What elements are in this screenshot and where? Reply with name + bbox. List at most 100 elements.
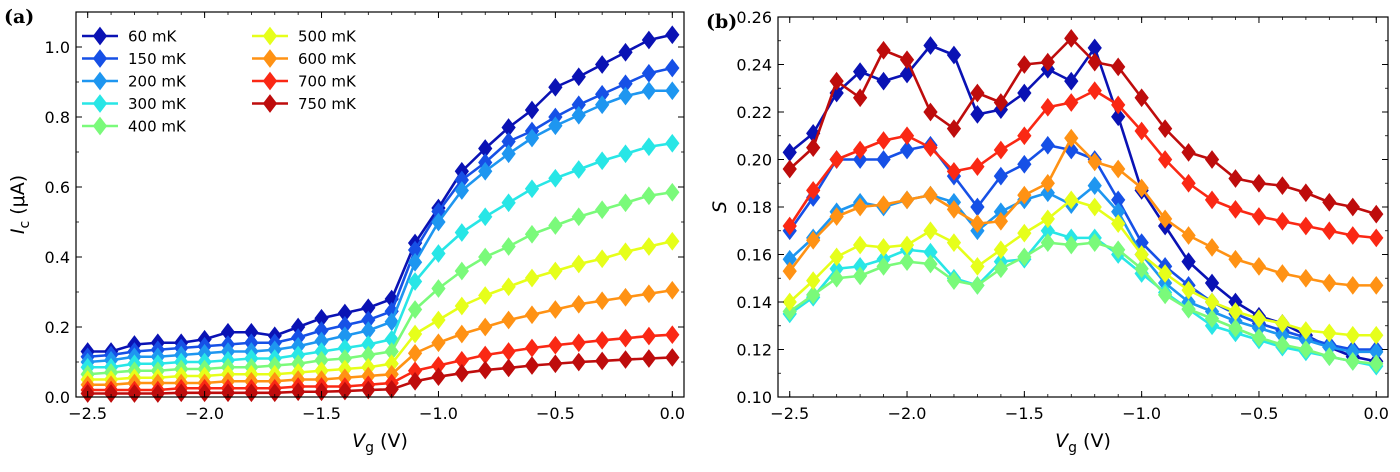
panel-a-data-point — [548, 335, 563, 355]
panel-b-data-point — [1345, 197, 1360, 217]
panel-a-data-point — [524, 128, 540, 148]
panel-a-data-point — [431, 279, 446, 298]
panel-b-data-point — [1298, 268, 1314, 288]
panel-a-data-point — [548, 77, 563, 97]
panel-a-series-line — [87, 141, 673, 369]
panel-b-series-4 — [782, 233, 1384, 374]
panel-b-data-point — [1275, 314, 1290, 333]
panel-b-data-point — [993, 240, 1009, 260]
panel-b-data-point — [1204, 238, 1220, 257]
panel-b-data-point — [782, 159, 797, 179]
legend-label: 150 mK — [128, 50, 187, 68]
panel-b-data-point — [946, 271, 962, 290]
panel-a-data-point — [127, 384, 142, 403]
panel-b-data-point — [970, 105, 985, 124]
panel-b-data-point — [876, 131, 891, 150]
panel-b-data-point — [993, 166, 1009, 186]
panel-b-data-point — [1228, 249, 1243, 269]
panel-b-data-point — [1111, 240, 1126, 260]
legend-label: 300 mK — [128, 95, 187, 113]
panel-a-data-point — [665, 58, 680, 78]
panel-b-data-point — [1322, 323, 1337, 343]
panel-a-data-point — [571, 160, 586, 179]
panel-a-xlabel: Vg (V) — [352, 430, 408, 456]
panel-a-data-point — [618, 242, 633, 262]
legend-marker — [92, 94, 108, 113]
panel-b-xlabel: Vg (V) — [1055, 430, 1111, 456]
panel-b-data-point — [829, 150, 844, 169]
panel-b-data-point — [1064, 71, 1079, 91]
legend-marker — [92, 71, 108, 91]
panel-b-data-point — [1204, 190, 1220, 210]
panel-b-data-point — [1040, 209, 1055, 229]
panel-b-data-point — [852, 150, 868, 169]
panel-a-xtick-label: −1.5 — [302, 404, 341, 423]
panel-b-series-6 — [782, 128, 1384, 295]
panel-b-data-point — [852, 197, 868, 217]
panel-b-data-point — [1087, 52, 1102, 72]
panel-b-data-point — [1087, 81, 1102, 100]
panel-b-data-point — [876, 40, 891, 60]
panel-b-data-point — [1111, 57, 1126, 77]
panel-b-data-point — [1298, 216, 1314, 236]
panel-a-data-point — [595, 200, 610, 220]
panel-b-ytick-label: 0.10 — [736, 388, 772, 407]
panel-b-data-point — [852, 88, 868, 108]
panel-b-data-point — [782, 292, 797, 312]
panel-b-data-point — [1345, 325, 1360, 345]
panel-a-data-point — [407, 272, 423, 291]
panel-a-ytick-label: 0.8 — [45, 108, 70, 127]
panel-a-data-point — [291, 382, 306, 402]
legend-marker — [92, 116, 108, 136]
panel-a-data-point — [478, 161, 493, 181]
panel-b-data-point — [1369, 354, 1384, 374]
panel-a-data-point — [501, 310, 516, 330]
panel-a-data-point — [478, 360, 493, 380]
panel-b-data-point — [1157, 119, 1173, 138]
panel-a-data-point — [431, 367, 446, 387]
panel-b-data-point — [1134, 245, 1149, 264]
panel-b-data-point — [993, 140, 1009, 160]
panel-b-data-point — [1204, 273, 1220, 293]
panel-a-series-line — [87, 239, 673, 381]
panel-a-data-point — [454, 363, 469, 383]
panel-b-data-point — [1369, 228, 1384, 248]
panel-a-chart: −2.5 −2.0 −1.5 −1.0 −0.5 0.0 0.0 0.2 0.4 0.6 0.8 1.… — [4, 6, 685, 456]
legend-item-5: 500 mK — [252, 26, 357, 46]
panel-b-data-point — [1181, 173, 1196, 193]
panel-b-data-point — [1134, 178, 1149, 198]
panel-a-data-point — [524, 338, 540, 358]
panel-a-data-point — [407, 324, 423, 344]
panel-a-data-point — [150, 384, 165, 403]
panel-a-data-point — [665, 325, 680, 345]
panel-b-series-line — [788, 89, 1377, 240]
panel-a-data-point — [641, 284, 657, 304]
legend-marker — [262, 49, 278, 68]
panel-a-data-point — [384, 379, 399, 399]
panel-b-data-point — [946, 162, 962, 181]
legend-marker — [262, 26, 278, 46]
panel-b-ytick-label: 0.24 — [736, 56, 772, 75]
panel-b-data-point — [1111, 214, 1126, 233]
panel-b-data-point — [1369, 276, 1384, 295]
panel-b-data-point — [852, 62, 868, 81]
panel-b-data-point — [1040, 52, 1055, 72]
panel-b-data-point — [1345, 352, 1360, 371]
panel-b-data-point — [946, 233, 962, 252]
panel-b-data-point — [1017, 83, 1032, 103]
panel-a-data-point — [478, 286, 493, 305]
panel-b-ytick-label: 0.18 — [736, 198, 772, 217]
panel-a-xtick-label: −1.0 — [419, 404, 458, 423]
panel-a-series-5 — [80, 231, 680, 389]
panel-b-data-point — [1251, 257, 1267, 276]
panel-b-data-point — [782, 216, 797, 236]
panel-a-xtick-label: 0.0 — [660, 404, 685, 423]
panel-a-data-point — [665, 25, 680, 45]
panel-b-data-point — [1017, 55, 1032, 74]
panel-b-data-point — [1134, 259, 1149, 279]
legend-marker — [262, 71, 278, 91]
panel-b-data-point — [1017, 247, 1032, 267]
panel-a-xtick-label: −2.0 — [185, 404, 224, 423]
panel-b-data-point — [1157, 264, 1173, 283]
panel-b-chart: −2.5 −2.0 −1.5 −1.0 −0.5 0.0 0.10 0.12 0.14 0.16 0… — [706, 8, 1389, 456]
